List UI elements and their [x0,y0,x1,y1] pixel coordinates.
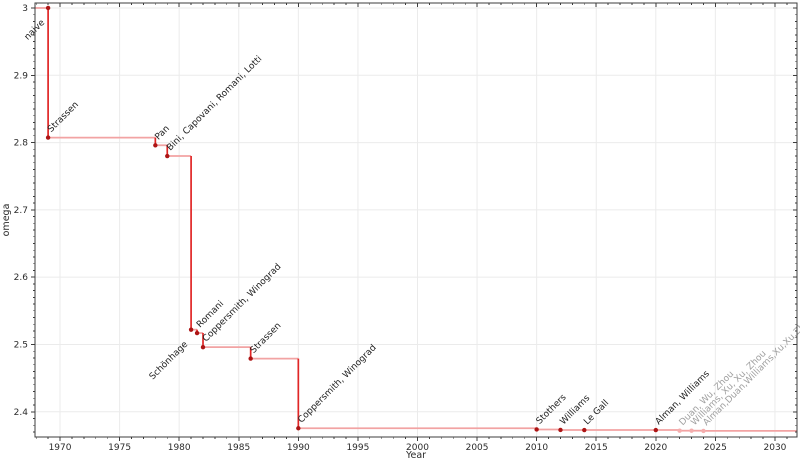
annotation-label: Schönhage [148,339,191,382]
x-tick-label: 1985 [227,443,250,453]
data-point-marker [534,427,539,432]
y-tick-label: 2.4 [14,408,29,418]
x-tick-label: 1980 [168,443,191,453]
data-point-marker [653,427,659,433]
y-tick-label: 2.8 [14,139,29,149]
x-tick-label: 2025 [704,443,727,453]
y-tick-label: 2.7 [14,206,28,216]
data-point-marker [188,327,194,332]
annotation-label: Bini, Capovani, Romani, Lotti [165,54,264,153]
data-point-marker [153,143,158,148]
data-point-marker [165,153,170,159]
x-tick-label: 1975 [108,443,131,453]
annotation-label: Strassen [249,321,284,356]
x-tick-label: 2000 [406,443,429,453]
y-axis-label: omega [1,204,12,237]
y-tick-label: 2.5 [14,340,28,350]
data-point-marker [45,135,51,140]
x-tick-label: 2030 [764,443,787,453]
annotation-label: Williams, Xu, Xu, Zhou [690,349,769,428]
data-point-marker [677,428,682,433]
x-tick-label: 1990 [287,443,310,453]
data-point-marker [296,426,301,431]
x-tick-label: 1995 [346,443,369,453]
x-tick-label: 2020 [644,443,667,453]
annotation-label: Coppersmith, Winograd [296,343,378,425]
data-point-marker [689,428,694,433]
y-tick-label: 3 [22,4,28,14]
annotation-label: Alman,Duan,Williams,Xu,Xu,Zhou [702,314,800,428]
data-point-marker [582,427,587,433]
data-point-marker [248,356,253,361]
plot-frame [34,2,798,438]
y-tick-label: 2.9 [14,71,29,81]
annotation-label: Strassen [46,100,81,135]
data-point-marker [701,428,706,434]
x-tick-label: 2005 [466,443,489,453]
data-point-marker [200,344,206,350]
x-axis-label: Year [405,450,426,460]
data-point-marker [45,5,51,11]
x-tick-label: 2010 [525,443,548,453]
data-point-marker [558,427,563,433]
x-tick-label: 2015 [585,443,608,453]
y-tick-label: 2.6 [14,273,29,283]
x-tick-label: 1970 [49,443,72,453]
data-point-marker [194,330,200,336]
